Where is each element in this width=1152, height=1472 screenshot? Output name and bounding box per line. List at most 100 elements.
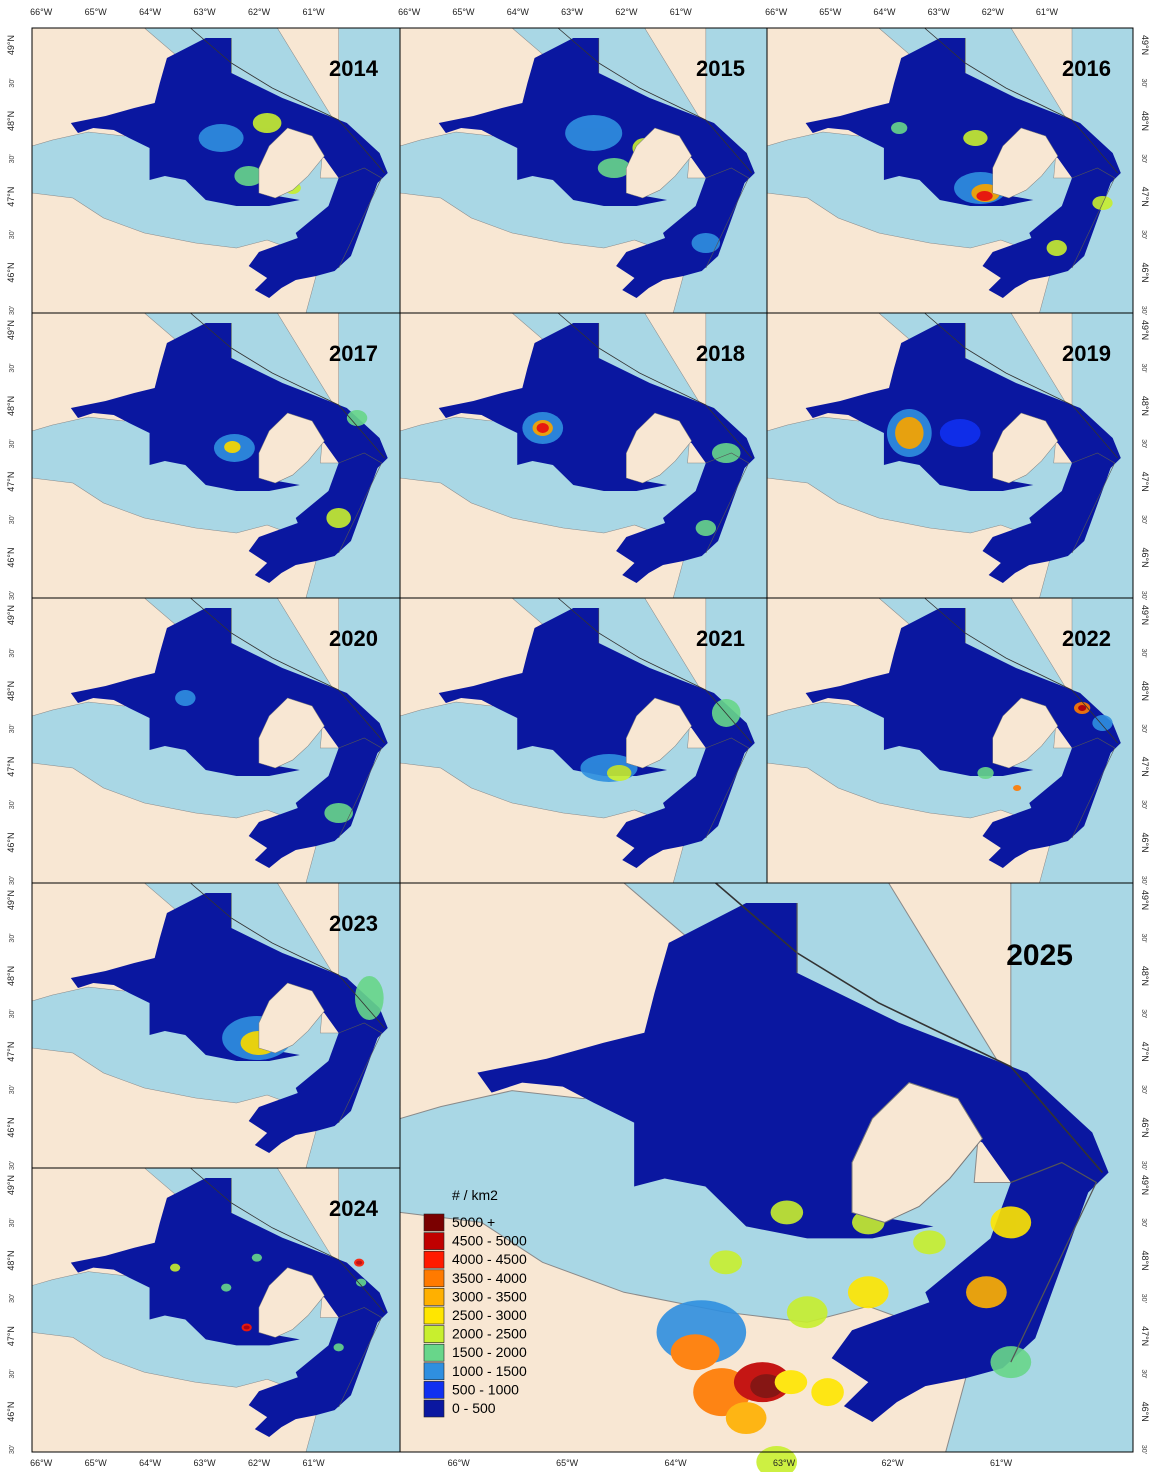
lat-label-left: 47°N [6,472,16,492]
density-patch [1078,705,1087,711]
legend-label: 5000 + [452,1214,495,1230]
lat-label-right: 30' [1140,1085,1147,1094]
lat-label-left: 30' [9,1085,16,1094]
stratum-boundary [231,323,382,554]
panel-frame [399,882,1134,1453]
lat-label-left: 30' [9,1445,16,1454]
lon-label-bottom: 64°W [665,1458,688,1468]
lat-label-left: 48°N [6,396,16,416]
density-patch [895,417,924,449]
lat-label-left: 30' [9,154,16,163]
lat-label-left: 30' [9,648,16,657]
map-content [399,312,755,599]
stratum-boundary [557,312,753,459]
stratum-boundary [557,597,753,744]
lon-label-bottom: 61°W [302,1458,325,1468]
density-layer [656,1200,1032,1472]
stratum-boundary [796,902,1098,1363]
density-patch [976,191,993,201]
lat-label-right: 48°N [1140,1251,1150,1271]
map-panel-2017: 2017 [31,312,401,599]
lon-label-top: 64°W [507,7,530,17]
legend-label: 1500 - 2000 [452,1344,527,1360]
lat-label-left: 30' [9,363,16,372]
lat-label-right: 30' [1140,78,1147,87]
lat-label-right: 47°N [1140,472,1150,492]
legend-swatch [423,1306,445,1325]
map-content [766,597,1121,884]
density-patch [356,1260,363,1265]
map-panel-2019: 2019 [766,312,1134,599]
density-patch [224,441,241,453]
lat-label-right: 47°N [1140,1042,1150,1062]
density-patch [326,508,351,528]
lat-label-left: 30' [9,515,16,524]
lon-label-top: 63°W [928,7,951,17]
map-panel-2014: 2014 [31,27,401,314]
lat-label-left: 30' [9,724,16,733]
density-patch [670,1334,720,1371]
density-patch [977,767,994,779]
lat-label-right: 48°N [1140,111,1150,131]
map-content [31,312,388,599]
lat-label-right: 30' [1140,306,1147,315]
stratum-boundary [231,38,382,269]
stratum-boundary [231,1177,382,1408]
map-panel-2022: 2022 [766,597,1134,884]
density-patch [536,423,549,433]
lat-label-left: 49°N [6,1175,16,1195]
year-label: 2022 [1062,626,1111,651]
legend-label: 4000 - 4500 [452,1251,527,1267]
density-patch [750,1374,783,1399]
lat-label-right: 48°N [1140,681,1150,701]
legend-swatch [423,1343,445,1362]
lat-label-left: 46°N [6,1117,16,1137]
lon-label-bottom: 62°W [882,1458,905,1468]
lat-label-right: 47°N [1140,757,1150,777]
lon-label-top: 65°W [819,7,842,17]
density-patch [711,443,741,463]
density-patch [597,158,631,178]
density-patch [221,1283,232,1292]
lat-label-left: 48°N [6,966,16,986]
map-panel-2024: 2024 [31,1167,401,1453]
lon-label-top: 64°W [139,7,162,17]
lat-label-right: 30' [1140,515,1147,524]
lat-label-right: 30' [1140,230,1147,239]
lat-label-right: 46°N [1140,1402,1150,1422]
legend-label: 0 - 500 [452,1400,496,1416]
legend-label: 500 - 1000 [452,1381,519,1397]
lon-label-top: 61°W [1036,7,1059,17]
lon-label-top: 65°W [85,7,108,17]
lon-label-top: 62°W [982,7,1005,17]
density-layer [522,412,741,536]
map-content [31,597,388,884]
stratum-boundary [924,597,1119,744]
lon-label-bottom: 63°W [194,1458,217,1468]
lat-label-right: 49°N [1140,35,1150,55]
density-patch [606,765,632,781]
density-patch [770,1200,804,1225]
lat-label-left: 49°N [6,320,16,340]
year-label: 2021 [696,626,745,651]
lat-label-left: 30' [9,1218,16,1227]
lon-label-top: 63°W [561,7,584,17]
density-patch [709,1250,743,1275]
density-patch [939,419,981,447]
stratum-boundary [190,312,385,459]
density-patch [170,1263,181,1272]
legend-swatch [423,1325,445,1343]
lat-label-right: 30' [1140,1294,1147,1303]
density-patch [346,410,368,426]
legend-swatch [423,1288,445,1306]
lon-label-top: 62°W [615,7,638,17]
map-panels: 2014 2015 2016 2017 2018 2019 2020 2021 2022 2023… [31,27,1134,1472]
lon-label-top: 66°W [398,7,421,17]
legend-swatch [423,1399,445,1418]
legend-swatch [423,1250,445,1269]
lat-label-right: 30' [1140,1218,1147,1227]
stratum-boundary [598,323,750,554]
lat-label-left: 46°N [6,547,16,567]
map-content [398,881,1109,1472]
stratum-boundary [598,608,750,839]
